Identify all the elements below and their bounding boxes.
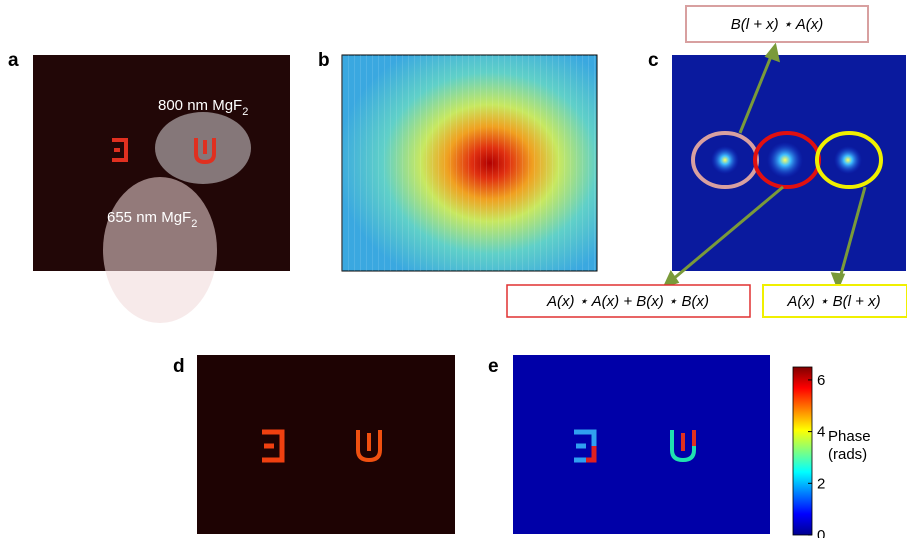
panel-label: a — [8, 50, 19, 71]
colorbar-label: (rads) — [828, 446, 867, 463]
colorbar — [793, 367, 812, 535]
formula: A(x) ⋆ B(l + x) — [786, 293, 880, 310]
panel-label: c — [648, 50, 659, 71]
colorbar-tick-label: 0 — [817, 527, 825, 538]
image-d — [197, 355, 455, 534]
colorbar-tick-label: 6 — [817, 372, 825, 389]
formula: A(x) ⋆ A(x) + B(x) ⋆ B(x) — [546, 293, 709, 310]
spot — [834, 146, 862, 174]
figure: a 800 nm MgF2 655 nm MgF2 b c B(l + x) ⋆… — [0, 0, 907, 538]
colorbar-label: Phase — [828, 428, 871, 445]
spot — [767, 142, 803, 178]
panel-label: e — [488, 356, 499, 377]
ellipse-655 — [103, 177, 217, 323]
formula: B(l + x) ⋆ A(x) — [731, 16, 824, 33]
fringes — [342, 55, 597, 271]
panel-label: d — [173, 356, 185, 377]
image-e — [513, 355, 770, 534]
colorbar-tick-label: 2 — [817, 475, 825, 492]
panel-label: b — [318, 50, 330, 71]
spot — [711, 146, 739, 174]
colorbar-tick-label: 4 — [817, 424, 825, 441]
